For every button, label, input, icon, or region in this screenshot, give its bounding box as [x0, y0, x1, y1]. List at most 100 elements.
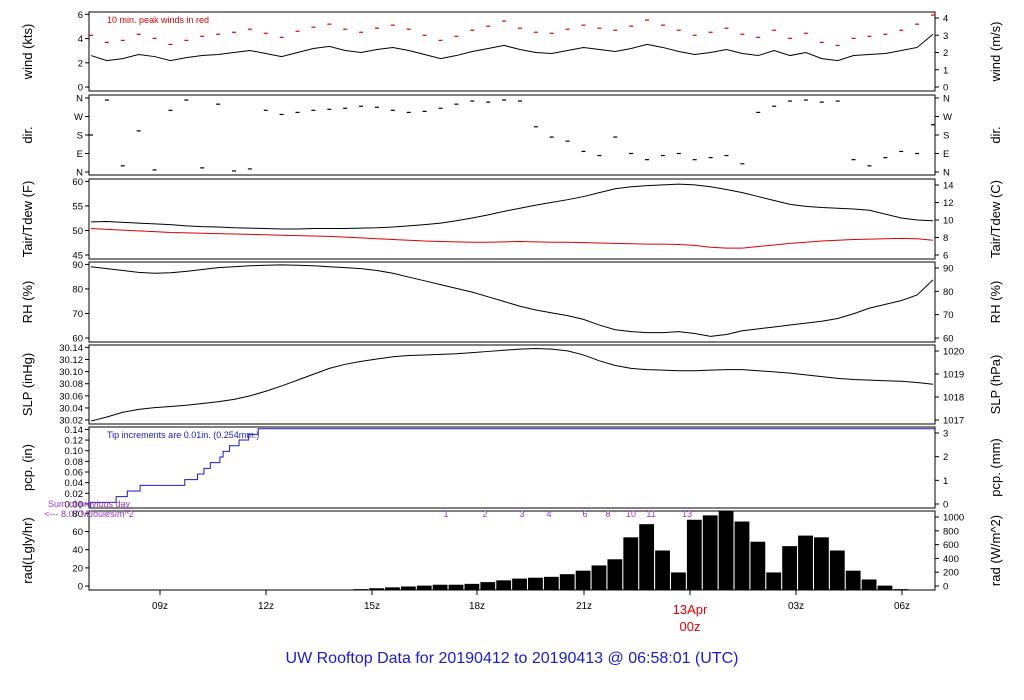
right-tick-label: 14 — [943, 181, 954, 192]
x-tick-label: 03z — [788, 601, 804, 612]
right-tick-label: 400 — [943, 554, 959, 565]
left-tick-label: E — [77, 149, 83, 160]
rad-bar — [528, 577, 543, 590]
x-tick-label: 21z — [576, 601, 592, 612]
rad-bar — [639, 524, 655, 590]
x-tick-label: 00z — [680, 619, 701, 634]
rad-bar — [543, 576, 559, 590]
left-tick-label: 60 — [72, 177, 83, 188]
left-tick-label: 0 — [78, 582, 83, 593]
right-tick-label: N — [943, 94, 950, 105]
annotation-line-2: <--- 8.07 MJoules/m^2 — [44, 509, 134, 519]
right-tick-label: W — [943, 112, 952, 123]
left-axis-label: dir. — [20, 126, 35, 143]
rad-bar — [686, 519, 702, 590]
rad-bar — [734, 521, 750, 590]
panel-frame — [88, 11, 936, 92]
left-tick-label: 0.04 — [65, 478, 84, 489]
rad-bar — [559, 574, 575, 590]
left-tick-label: 30.06 — [59, 391, 83, 402]
right-axis-label: wind (m/s) — [988, 22, 1003, 83]
right-axis-label: pcp. (mm) — [988, 438, 1003, 497]
left-tick-label: 60 — [72, 527, 83, 538]
series-line — [90, 348, 934, 422]
right-tick-label: 12 — [943, 198, 954, 209]
hour-mark: 1 — [443, 509, 448, 519]
left-tick-label: 2 — [78, 58, 83, 69]
right-axis-label: rad (W/m^2) — [988, 515, 1003, 586]
right-tick-label: 0 — [943, 582, 948, 593]
rad-bar — [496, 580, 512, 590]
right-tick-label: 0 — [943, 83, 948, 94]
rad-bar — [575, 570, 591, 590]
rad-bar — [400, 586, 416, 590]
series-line — [89, 428, 935, 509]
right-axis-label: Tair/Tdew (C) — [988, 180, 1003, 258]
panel-annotation: 10 min. peak winds in red — [107, 15, 209, 25]
panel-annotation: Tip increments are 0.01in. (0.254mm.) — [107, 430, 259, 440]
rad-bar — [480, 582, 496, 590]
left-tick-label: 90 — [72, 260, 83, 271]
right-tick-label: 10 — [943, 216, 954, 227]
rad-bar — [623, 537, 639, 590]
right-tick-label: N — [943, 168, 950, 179]
rad-bar — [671, 572, 686, 590]
rad-bar — [750, 541, 766, 590]
right-tick-label: 1020 — [943, 347, 964, 358]
x-tick-label: 12z — [258, 601, 274, 612]
hour-mark: 3 — [519, 509, 524, 519]
right-tick-label: 4 — [943, 14, 948, 25]
right-tick-label: S — [943, 131, 949, 142]
hour-mark: 10 — [626, 509, 636, 519]
left-tick-label: 0.14 — [65, 425, 84, 436]
series-line — [90, 33, 934, 62]
left-tick-label: 0 — [78, 83, 83, 94]
left-tick-label: N — [76, 94, 83, 105]
rad-bar — [893, 589, 909, 590]
right-tick-label: 200 — [943, 568, 959, 579]
left-tick-label: 50 — [72, 226, 83, 237]
left-tick-label: 6 — [78, 10, 83, 21]
rad-bar — [813, 537, 829, 590]
left-tick-label: 80 — [72, 509, 83, 520]
left-tick-label: 40 — [72, 545, 83, 556]
panel-frame — [88, 510, 936, 591]
rad-bar — [861, 579, 877, 590]
right-tick-label: 2 — [943, 452, 948, 463]
left-axis-label: RH (%) — [20, 281, 35, 324]
left-tick-label: 30.14 — [59, 343, 83, 354]
right-tick-label: 8 — [943, 233, 948, 244]
left-tick-label: 4 — [78, 34, 83, 45]
right-tick-label: 6 — [943, 251, 948, 262]
right-tick-label: 1 — [943, 476, 948, 487]
left-tick-label: 20 — [72, 563, 83, 574]
left-tick-label: 0.02 — [65, 489, 84, 500]
left-tick-label: 0.10 — [65, 446, 84, 457]
left-tick-label: S — [77, 131, 83, 142]
left-tick-label: 30.10 — [59, 367, 83, 378]
panel-frame — [88, 261, 936, 343]
rad-bar — [829, 550, 845, 590]
left-axis-label: SLP (inHg) — [20, 353, 35, 416]
right-tick-label: 1 — [943, 65, 948, 76]
left-tick-label: 80 — [72, 284, 83, 295]
series-line — [90, 264, 934, 337]
hour-mark: 13 — [682, 509, 692, 519]
left-tick-label: 30.02 — [59, 416, 83, 427]
left-tick-label: 0.08 — [65, 457, 84, 468]
rad-bar — [798, 535, 813, 590]
x-tick-label: 18z — [469, 601, 485, 612]
left-tick-label: 45 — [72, 251, 83, 262]
rad-bar — [718, 511, 734, 590]
right-tick-label: 600 — [943, 540, 959, 551]
right-tick-label: 3 — [943, 31, 948, 42]
left-axis-label: rad(Lgly/hr) — [20, 517, 35, 583]
hour-mark: 2 — [482, 509, 487, 519]
right-tick-label: 70 — [943, 310, 954, 321]
panel-frame — [88, 178, 936, 260]
left-axis-label: Tair/Tdew (F) — [20, 181, 35, 258]
rad-bar — [353, 589, 369, 590]
x-tick-label: 06z — [894, 601, 910, 612]
rad-bar — [877, 585, 893, 590]
